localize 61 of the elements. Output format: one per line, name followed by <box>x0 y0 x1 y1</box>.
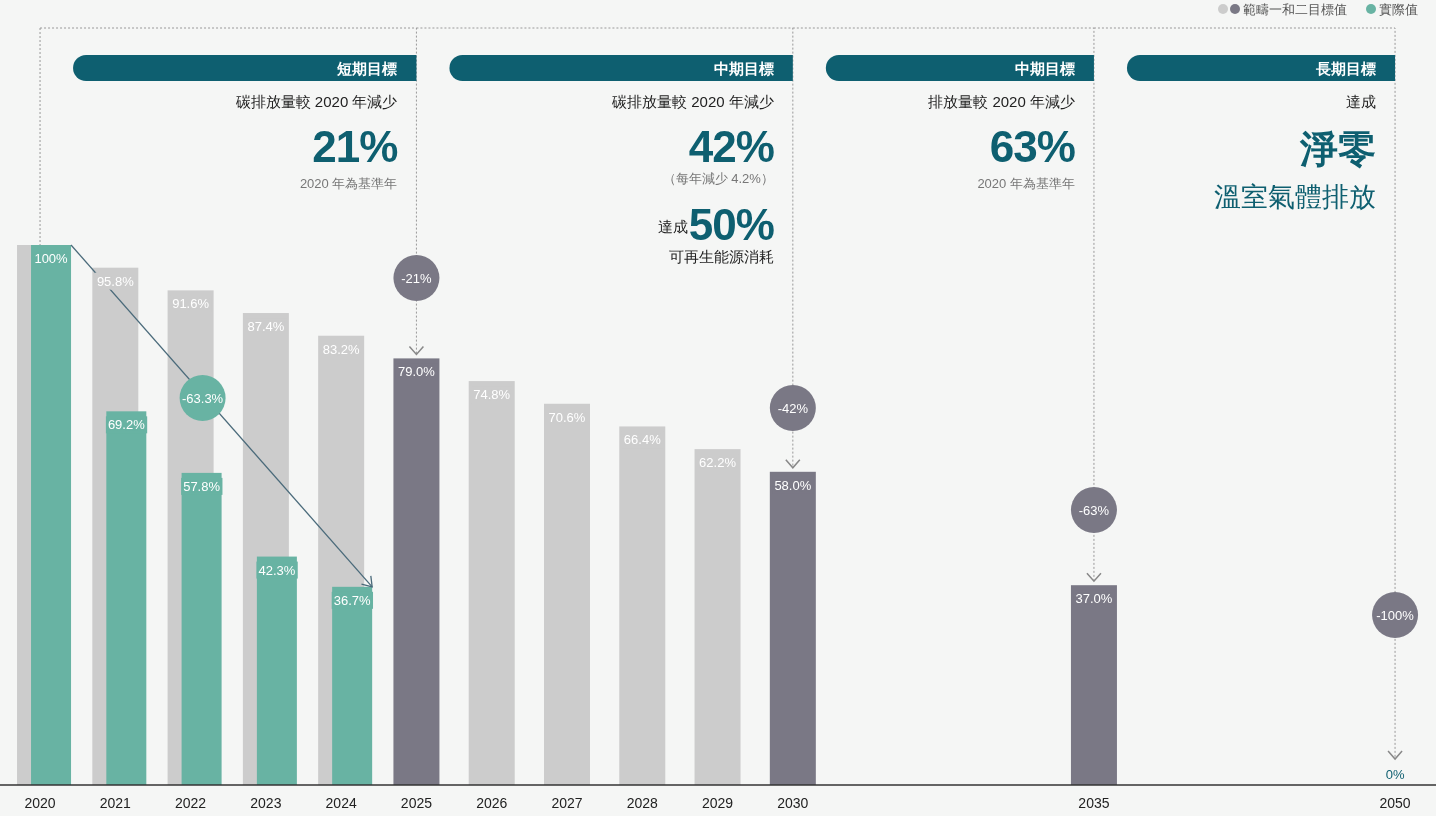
bar <box>393 358 440 785</box>
text: 2020 年為基準年 <box>977 176 1075 191</box>
note-circle: -63.3% <box>179 375 226 421</box>
bar <box>468 381 515 785</box>
bar <box>106 411 147 785</box>
note-circle: -100% <box>1372 592 1419 638</box>
annotation: -42% <box>777 401 809 416</box>
annotation: 可再生能源消耗 <box>668 248 774 265</box>
text: 碳排放量較 2020 年減少 <box>234 93 398 110</box>
legend-label: 實際值 <box>1379 2 1418 17</box>
text: 溫室氣體排放 <box>1214 182 1377 212</box>
data-label: 69.2% <box>107 417 145 433</box>
data-label: 0% <box>1385 767 1405 782</box>
bar <box>256 556 297 785</box>
x-tick-label: 2024 <box>325 795 357 811</box>
bar <box>619 426 666 785</box>
x-tick-label: 2022 <box>175 795 207 811</box>
annotation: 50% <box>688 200 774 249</box>
x-tick-label: 2026 <box>476 795 508 811</box>
data-label: 58.0% <box>774 477 812 493</box>
bar <box>543 403 590 785</box>
bar <box>769 471 816 785</box>
legend-label: 範疇一和二目標值 <box>1243 2 1347 17</box>
annotation: -63.3% <box>182 391 224 406</box>
data-label: 100% <box>34 251 68 266</box>
data-label: 36.7% <box>333 592 371 608</box>
annotation: -21% <box>401 271 433 286</box>
data-label: 57.8% <box>183 478 221 494</box>
bar <box>694 449 741 785</box>
x-tick-label: 2021 <box>99 795 132 811</box>
bar <box>181 472 222 785</box>
x-tick-label: 2050 <box>1379 795 1411 811</box>
x-tick-label: 2030 <box>777 795 809 811</box>
text: 排放量較 2020 年減少 <box>928 93 1075 110</box>
x-tick-label: 2029 <box>701 795 734 811</box>
x-tick-label: 2025 <box>400 795 433 811</box>
x-tick-label: 2035 <box>1078 795 1110 811</box>
text: 21% <box>312 122 398 171</box>
x-tick-label: 2028 <box>626 795 659 811</box>
text: 63% <box>989 122 1075 171</box>
text: 2020 年為基準年 <box>299 176 398 191</box>
x-tick-label: 2023 <box>250 795 282 811</box>
text: 達成 <box>1346 93 1377 110</box>
note-circle: -21% <box>393 255 440 301</box>
bar <box>31 245 72 785</box>
x-tick-label: 2027 <box>551 795 583 811</box>
annotation: -100% <box>1376 608 1415 623</box>
note-circle: -63% <box>1070 487 1117 533</box>
text: 達成 <box>657 218 688 235</box>
bar <box>1070 585 1117 785</box>
annotation: -63% <box>1078 503 1110 518</box>
data-label: 37.0% <box>1075 591 1113 607</box>
note-circle: -42% <box>769 385 816 431</box>
x-tick-label: 2020 <box>24 795 56 811</box>
text: 碳排放量較 2020 年減少 <box>611 93 774 110</box>
data-label: 79.0% <box>398 364 435 380</box>
text: （每年減少 4.2%） <box>662 171 774 186</box>
bar <box>332 586 373 785</box>
text: 淨零 <box>1299 128 1377 170</box>
text: 42% <box>688 122 774 171</box>
data-label: 42.3% <box>258 562 296 578</box>
